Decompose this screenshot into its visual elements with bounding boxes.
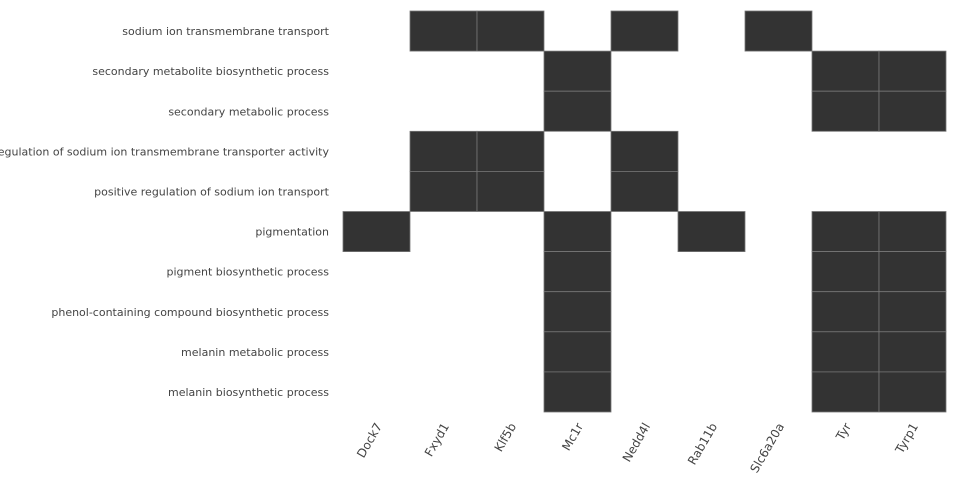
column-label: Tyr xyxy=(833,420,854,443)
heatmap-cell xyxy=(811,90,880,132)
heatmap-cell xyxy=(409,10,478,52)
column-label: Tyrp1 xyxy=(892,421,921,457)
heatmap-cell xyxy=(811,211,880,252)
column-label: Dock7 xyxy=(354,421,385,461)
heatmap-cell xyxy=(878,291,947,333)
heatmap-cell xyxy=(811,331,880,373)
row-label: secondary metabolic process xyxy=(168,105,329,118)
heatmap-cell xyxy=(543,251,612,293)
heatmap-cell xyxy=(677,211,746,252)
heatmap-cell xyxy=(878,251,947,293)
heatmap-cell xyxy=(543,211,612,252)
row-label: regulation of sodium ion transmembrane t… xyxy=(0,145,329,158)
heatmap-cell xyxy=(878,331,947,373)
heatmap-cell xyxy=(811,291,880,333)
heatmap-cell xyxy=(878,211,947,252)
column-label: Klf5b xyxy=(492,421,519,455)
heatmap-cell xyxy=(811,371,880,413)
heatmap-cell xyxy=(744,10,813,52)
column-labels: Dock7 Fxyd1 Klf5b Mc1r Nedd4l Rab11b Slc6a20a T… xyxy=(354,420,921,475)
column-label: Rab11b xyxy=(685,421,720,468)
row-label: pigmentation xyxy=(255,226,329,239)
row-label: positive regulation of sodium ion transp… xyxy=(94,185,330,198)
heatmap-cell xyxy=(811,50,880,92)
heatmap-cell xyxy=(878,90,947,132)
heatmap-cell xyxy=(878,371,947,413)
heatmap-cell xyxy=(409,170,478,212)
heatmap-cell xyxy=(543,50,612,92)
heatmap-cell xyxy=(476,10,545,52)
column-label: Mc1r xyxy=(559,420,586,453)
heatmap-cell xyxy=(476,170,545,212)
heatmap-cell xyxy=(543,90,612,132)
column-label: Fxyd1 xyxy=(422,421,452,459)
heatmap-cell xyxy=(409,130,478,172)
heatmap-cell xyxy=(342,211,411,252)
heatmap-cell xyxy=(878,50,947,92)
heatmap-cell xyxy=(543,291,612,333)
row-label: secondary metabolite biosynthetic proces… xyxy=(92,65,329,78)
row-label: pigment biosynthetic process xyxy=(166,266,329,279)
heatmap-cell xyxy=(610,130,679,172)
heatmap-cell xyxy=(811,251,880,293)
row-label: melanin biosynthetic process xyxy=(168,386,329,399)
heatmap-cells xyxy=(342,10,947,413)
row-label: sodium ion transmembrane transport xyxy=(122,25,329,38)
row-labels: sodium ion transmembrane transport second… xyxy=(0,25,330,399)
column-label: Nedd4l xyxy=(620,421,653,465)
row-label: melanin metabolic process xyxy=(181,346,329,359)
row-label: phenol-containing compound biosynthetic … xyxy=(51,306,329,319)
heatmap-cell xyxy=(543,371,612,413)
heatmap-cell xyxy=(610,170,679,212)
heatmap-cell xyxy=(610,10,679,52)
heatmap-cell xyxy=(476,130,545,172)
heatmap-cell xyxy=(543,331,612,373)
column-label: Slc6a20a xyxy=(747,421,787,476)
